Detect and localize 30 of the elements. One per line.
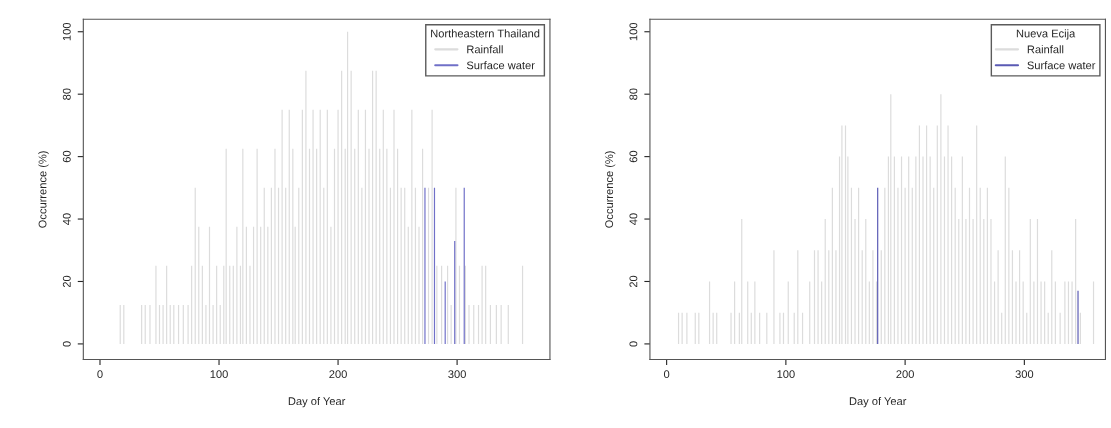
y-tick-label: 60 bbox=[62, 150, 71, 163]
y-axis-title: Occurrence (%) bbox=[604, 151, 616, 228]
x-tick-label: 300 bbox=[448, 370, 466, 379]
legend-label: Surface water bbox=[1027, 61, 1096, 70]
x-tick-label: 300 bbox=[1015, 370, 1034, 379]
x-tick-label: 200 bbox=[329, 370, 347, 379]
legend-label: Rainfall bbox=[467, 45, 503, 54]
y-tick-label: 80 bbox=[62, 88, 71, 100]
y-tick-label: 20 bbox=[629, 275, 638, 288]
y-tick-label: 0 bbox=[629, 341, 638, 347]
legend-title: Nueva Ecija bbox=[1016, 29, 1076, 40]
x-tick-label: 100 bbox=[777, 370, 795, 379]
y-tick-label: 20 bbox=[62, 275, 71, 288]
x-tick-label: 200 bbox=[896, 370, 914, 379]
y-tick-label: 80 bbox=[629, 88, 638, 100]
y-tick-label: 40 bbox=[629, 213, 638, 225]
y-tick-label: 0 bbox=[62, 341, 71, 347]
legend-title: Northeastern Thailand bbox=[431, 29, 540, 38]
x-tick-label: 100 bbox=[210, 370, 228, 379]
y-axis-title: Occurrence (%) bbox=[38, 151, 49, 228]
x-axis-title: Day of Year bbox=[288, 396, 346, 408]
y-tick-label: 60 bbox=[629, 150, 638, 163]
x-tick-label: 0 bbox=[663, 370, 670, 379]
legend-label: Rainfall bbox=[1027, 45, 1064, 54]
x-tick-label: 0 bbox=[97, 370, 103, 379]
y-tick-label: 40 bbox=[62, 213, 71, 225]
y-tick-label: 100 bbox=[629, 22, 638, 41]
legend-label: Surface water bbox=[466, 61, 535, 70]
y-tick-label: 100 bbox=[62, 22, 71, 41]
x-axis-title: Day of Year bbox=[849, 396, 907, 408]
